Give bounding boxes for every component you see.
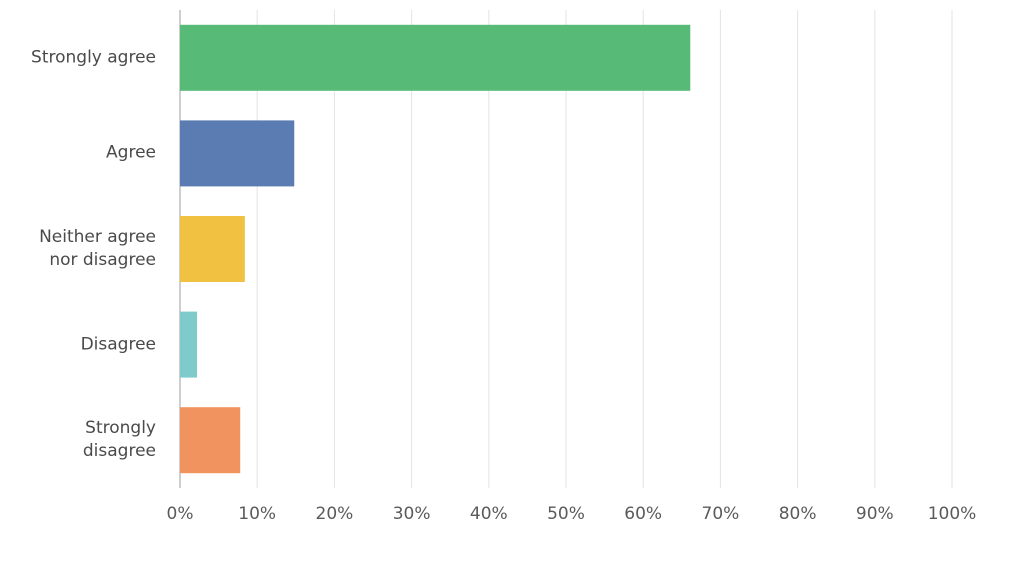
category-label: Neither agree nor disagree xyxy=(39,227,156,270)
x-tick-label: 30% xyxy=(393,504,431,524)
bar xyxy=(180,216,245,282)
x-tick-label: 100% xyxy=(928,504,977,524)
x-tick-label: 60% xyxy=(624,504,662,524)
bar xyxy=(180,120,295,187)
category-label: Disagree xyxy=(80,334,156,355)
x-tick-label: 80% xyxy=(779,504,817,524)
x-tick-label: 40% xyxy=(470,504,508,524)
category-label: Strongly agree xyxy=(31,47,156,68)
x-tick-label: 50% xyxy=(547,504,585,524)
x-tick-label: 10% xyxy=(238,504,276,524)
x-tick-label: 90% xyxy=(856,504,894,524)
x-tick-label: 0% xyxy=(167,504,194,524)
x-tick-label: 20% xyxy=(316,504,354,524)
x-tick-label: 70% xyxy=(702,504,740,524)
category-label: Strongly disagree xyxy=(82,418,156,462)
bar xyxy=(180,24,691,91)
bar xyxy=(180,311,197,378)
bar xyxy=(180,407,241,474)
category-label: Agree xyxy=(106,142,156,163)
